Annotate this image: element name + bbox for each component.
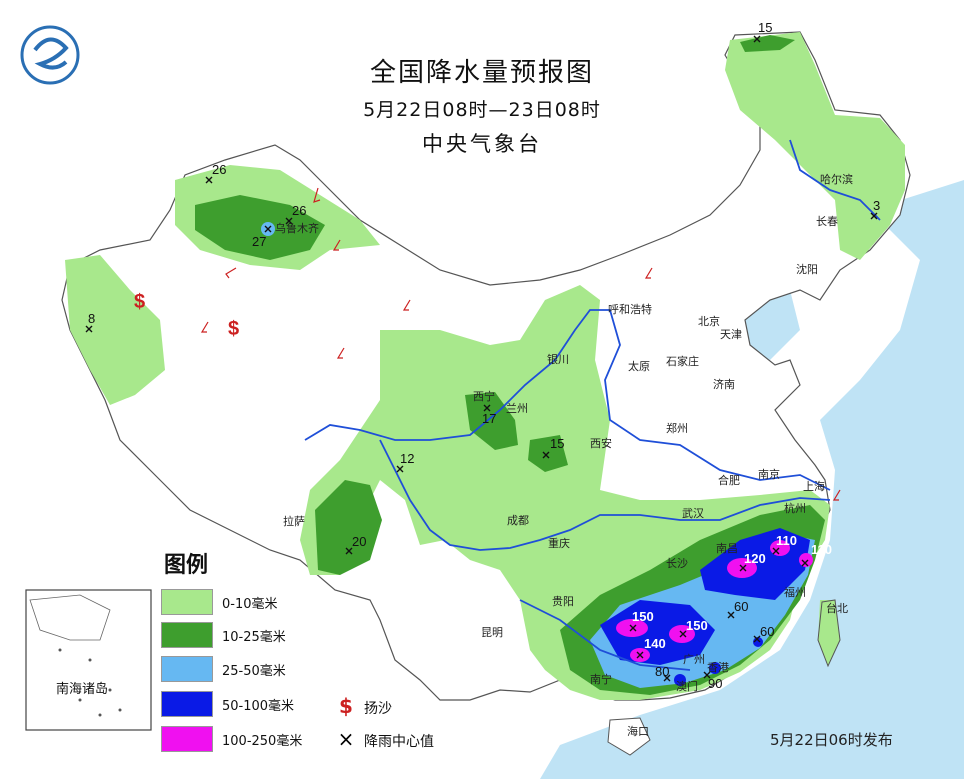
city-label: 拉萨 [283, 514, 305, 528]
legend-item-50-100: 50-100毫米 [161, 691, 381, 717]
rain-value: 26 [292, 203, 306, 218]
rivers [304, 139, 881, 671]
legend-label: 25-50毫米 [222, 664, 286, 679]
rain-value: 120 [744, 551, 766, 566]
rain-value: 60 [760, 624, 774, 639]
taiwan [817, 599, 841, 668]
city-label: 合肥 [718, 473, 740, 487]
city-labels: 哈尔滨 长春 沈阳 呼和浩特 北京 天津 石家庄 太原 济南 银川 西宁 兰州 … [275, 172, 853, 738]
forecast-time-range: 5月22日08时—23日08时 [363, 99, 601, 121]
city-label: 长春 [816, 215, 838, 228]
city-label: 重庆 [548, 536, 570, 550]
city-label: 北京 [698, 314, 720, 328]
legend-label: 0-10毫米 [222, 597, 278, 612]
inset-label: 南海诸岛 [56, 682, 109, 697]
city-label: 西宁 [473, 389, 495, 403]
city-label: 海口 [627, 724, 649, 738]
city-label: 香港 [707, 661, 729, 674]
city-label: 福州 [784, 585, 806, 599]
rain-value: 110 [811, 542, 832, 557]
rain-value: 110 [776, 533, 797, 548]
rain-value: 15 [550, 436, 564, 451]
issue-time: 5月22日06时发布 [770, 731, 893, 749]
legend-label: 100-250毫米 [222, 734, 303, 749]
rain-value: 140 [644, 636, 666, 651]
rain-value: 3 [873, 198, 880, 213]
legend-swatch [161, 622, 213, 648]
rain-value: 8 [88, 311, 95, 326]
legend-title: 图例 [164, 553, 209, 578]
hainan [607, 717, 651, 756]
city-label: 南宁 [590, 672, 612, 686]
city-label: 乌鲁木齐 [275, 221, 319, 235]
sand-dust-icon: $ [339, 694, 353, 718]
legend-label: 10-25毫米 [222, 630, 286, 645]
city-label: 沈阳 [796, 262, 818, 276]
rain-value: 80 [655, 664, 669, 679]
city-label: 太原 [628, 360, 650, 373]
map-title: 全国降水量预报图 [369, 58, 594, 88]
city-label: 济南 [713, 377, 735, 391]
sand-dust-symbols: $ $ [134, 291, 239, 340]
rain-center-icon: × [337, 727, 355, 751]
city-label: 澳门 [676, 679, 698, 693]
city-label: 兰州 [506, 402, 528, 415]
cma-logo [20, 25, 80, 85]
rain-value: 17 [482, 411, 496, 426]
rain-value: 90 [708, 676, 722, 691]
city-label: 南京 [758, 467, 780, 481]
wind-barbs [200, 187, 841, 501]
legend-item-25-50: 25-50毫米 [161, 656, 381, 682]
city-label: 广州 [683, 653, 705, 666]
legend-item-10-25: 10-25毫米 [161, 622, 381, 648]
legend-swatch [161, 691, 213, 717]
city-label: 昆明 [481, 626, 503, 639]
city-label: 长沙 [666, 557, 688, 570]
city-label: 南昌 [716, 542, 738, 555]
rain-value: 12 [400, 451, 414, 466]
rain-value: 150 [686, 618, 708, 633]
legend-swatch [161, 589, 213, 615]
rain-center-markers [85, 35, 878, 682]
rain-value: 26 [212, 162, 226, 177]
city-label: 武汉 [682, 507, 704, 520]
sea-area [540, 180, 964, 779]
rain-value: 150 [632, 609, 654, 624]
sand-dust-icon: $ [228, 318, 239, 340]
city-label: 西安 [590, 436, 612, 450]
rain-value: 60 [734, 599, 748, 614]
legend-swatch [161, 656, 213, 682]
sand-dust-icon: $ [134, 291, 145, 313]
rain-value: 27 [252, 234, 266, 249]
issuer: 中央气象台 [422, 132, 542, 156]
city-label: 呼和浩特 [608, 302, 652, 316]
legend-label: 扬沙 [364, 701, 392, 717]
city-label: 石家庄 [666, 354, 699, 368]
legend-item-100-250: 100-250毫米 [161, 726, 381, 752]
city-label: 上海 [803, 479, 825, 493]
rain-value: 15 [758, 20, 772, 35]
city-label: 杭州 [784, 501, 806, 515]
city-label: 天津 [720, 328, 742, 341]
legend-label: 降雨中心值 [364, 734, 434, 750]
city-label: 贵阳 [552, 595, 574, 608]
city-label: 银川 [547, 352, 569, 366]
legend-item-0-10: 0-10毫米 [161, 589, 381, 615]
rain-center-values: 15 26 26 27 3 8 17 15 12 20 110 120 110 … [88, 20, 880, 691]
legend-swatch [161, 726, 213, 752]
city-label: 哈尔滨 [820, 172, 853, 186]
city-label: 台北 [826, 601, 848, 615]
rain-value: 20 [352, 534, 366, 549]
city-label: 成都 [507, 514, 529, 527]
inset-south-sea-islands [25, 589, 152, 731]
legend-label: 50-100毫米 [222, 699, 295, 714]
city-label: 郑州 [666, 421, 688, 435]
